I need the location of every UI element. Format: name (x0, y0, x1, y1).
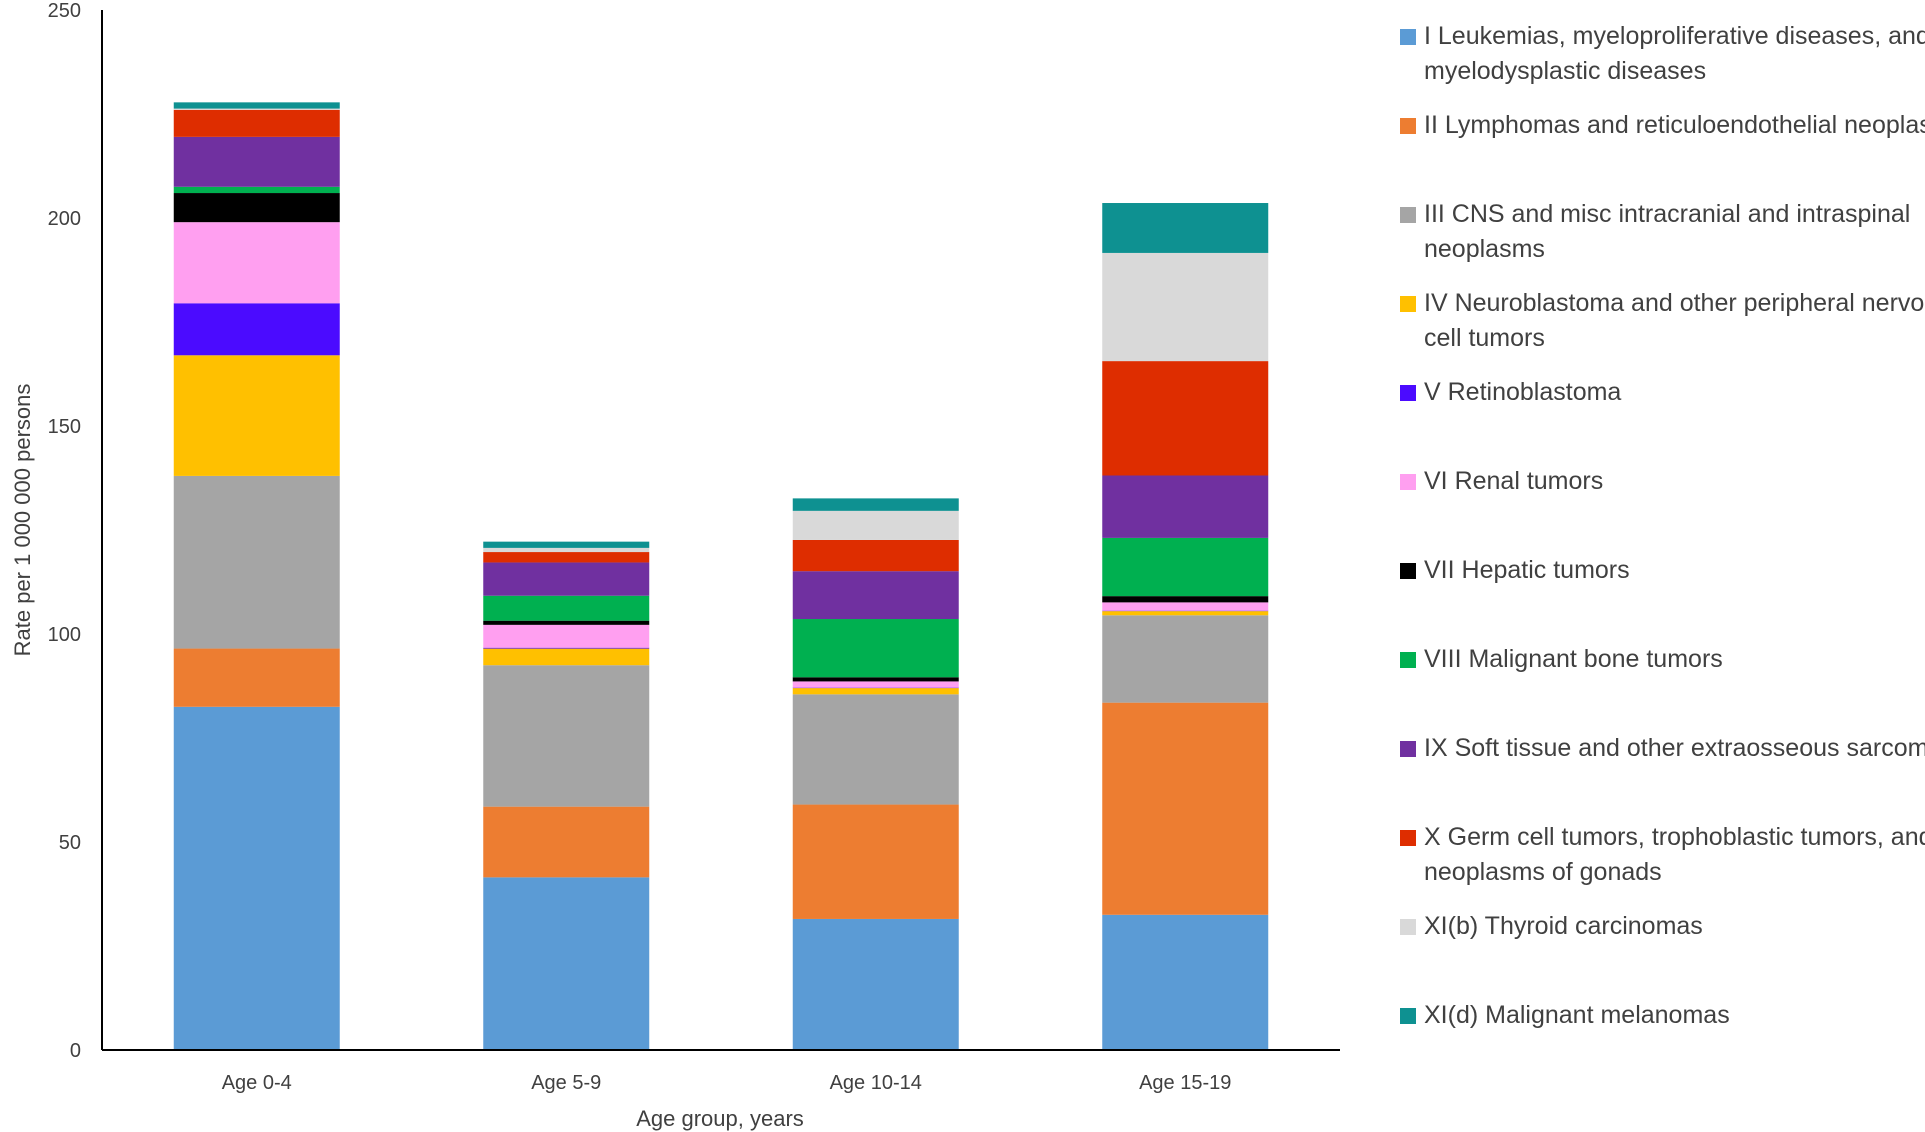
bar-segment-2-8 (483, 595, 650, 621)
bar-segment-2-9 (483, 562, 650, 596)
legend-swatch (1400, 741, 1416, 757)
bar-segment-3-10 (792, 539, 959, 572)
bar-segment-4-10 (1102, 361, 1269, 476)
legend-swatch (1400, 563, 1416, 579)
y-axis-title: Rate per 1 000 000 persons (10, 384, 35, 657)
bar-segment-4-11 (1102, 252, 1269, 362)
legend-label: VI Renal tumors (1424, 467, 1603, 495)
y-tick-label: 50 (59, 832, 81, 854)
x-tick-label: Age 5-9 (531, 1072, 601, 1094)
bar-segment-4-1 (1102, 914, 1269, 1050)
bar-segment-1-10 (173, 109, 340, 137)
legend-label: XI(b) Thyroid carcinomas (1424, 912, 1703, 940)
x-tick-label: Age 15-19 (1139, 1072, 1231, 1094)
bar-segment-4-3 (1102, 615, 1269, 703)
bar-segment-1-11 (173, 108, 340, 110)
y-tick-label: 200 (48, 208, 81, 230)
bar-segment-3-11 (792, 510, 959, 540)
bar-segment-4-6 (1102, 602, 1269, 611)
legend-swatch (1400, 474, 1416, 490)
bar-segment-4-4 (1102, 611, 1269, 616)
bar-segment-1-4 (173, 355, 340, 476)
bar-segment-3-6 (792, 681, 959, 688)
axes: Age 0-4 Age 5-9 Age 10-14 Age 15-19 0 50 100 15… (48, 0, 1340, 1094)
bar-segment-2-6 (483, 624, 650, 648)
bar-segment-1-1 (173, 706, 340, 1050)
bar-segment-2-2 (483, 806, 650, 878)
legend-label: I Leukemias, myeloproliferative diseases… (1424, 22, 1925, 85)
bar-segment-4-7 (1102, 596, 1269, 603)
bar-segment-3-12 (792, 498, 959, 511)
bar-segment-3-3 (792, 694, 959, 805)
legend-label: X Germ cell tumors, trophoblastic tumors… (1424, 823, 1925, 886)
bar-segment-3-2 (792, 804, 959, 919)
bar-segment-2-4 (483, 648, 650, 666)
bar-segment-1-12 (173, 102, 340, 109)
legend-swatch (1400, 118, 1416, 134)
bar-segment-2-3 (483, 665, 650, 807)
bar-segment-2-1 (483, 877, 650, 1050)
x-tick-label: Age 10-14 (830, 1072, 922, 1094)
y-tick-label: 0 (70, 1040, 81, 1062)
plot-area (173, 102, 1269, 1050)
x-tick-label: Age 0-4 (222, 1072, 292, 1094)
bar-segment-3-1 (792, 918, 959, 1050)
legend-swatch (1400, 29, 1416, 45)
legend: I Leukemias, myeloproliferative diseases… (1400, 22, 1925, 1029)
bar-segment-4-8 (1102, 537, 1269, 597)
bar-segment-1-8 (173, 186, 340, 194)
legend-label: VII Hepatic tumors (1424, 556, 1630, 584)
legend-label: XI(d) Malignant melanomas (1424, 1001, 1730, 1029)
legend-swatch (1400, 1008, 1416, 1024)
legend-label: IX Soft tissue and other extraosseous sa… (1424, 734, 1925, 762)
bar-segment-2-12 (483, 541, 650, 548)
legend-label: V Retinoblastoma (1424, 378, 1621, 406)
legend-swatch (1400, 919, 1416, 935)
bar-segment-3-4 (792, 688, 959, 695)
legend-swatch (1400, 830, 1416, 846)
bar-segment-1-5 (173, 303, 340, 356)
bar-segment-3-7 (792, 677, 959, 682)
bar-segment-4-12 (1102, 203, 1269, 253)
legend-label: II Lymphomas and reticuloendothelial neo… (1424, 111, 1925, 139)
bar-segment-2-10 (483, 552, 650, 563)
bar-segment-1-2 (173, 648, 340, 707)
legend-swatch (1400, 207, 1416, 223)
bar-segment-3-8 (792, 619, 959, 678)
bar-segment-1-3 (173, 475, 340, 649)
legend-swatch (1400, 385, 1416, 401)
x-axis-title: Age group, years (636, 1106, 804, 1131)
y-tick-label: 150 (48, 416, 81, 438)
bar-segment-2-7 (483, 620, 650, 625)
legend-label: IV Neuroblastoma and other peripheral ne… (1424, 289, 1925, 352)
legend-swatch (1400, 652, 1416, 668)
bar-segment-4-2 (1102, 702, 1269, 915)
bar-segment-1-6 (173, 222, 340, 304)
legend-label: VIII Malignant bone tumors (1424, 645, 1723, 673)
bar-segment-1-7 (173, 193, 340, 223)
bar-segment-3-9 (792, 571, 959, 620)
bar-segment-2-5 (483, 647, 650, 649)
bar-segment-4-9 (1102, 475, 1269, 538)
bar-segment-2-11 (483, 547, 650, 553)
bar-segment-1-9 (173, 136, 340, 187)
y-tick-label: 250 (48, 0, 81, 22)
legend-swatch (1400, 296, 1416, 312)
legend-label: III CNS and misc intracranial and intras… (1424, 200, 1910, 263)
y-tick-label: 100 (48, 624, 81, 646)
